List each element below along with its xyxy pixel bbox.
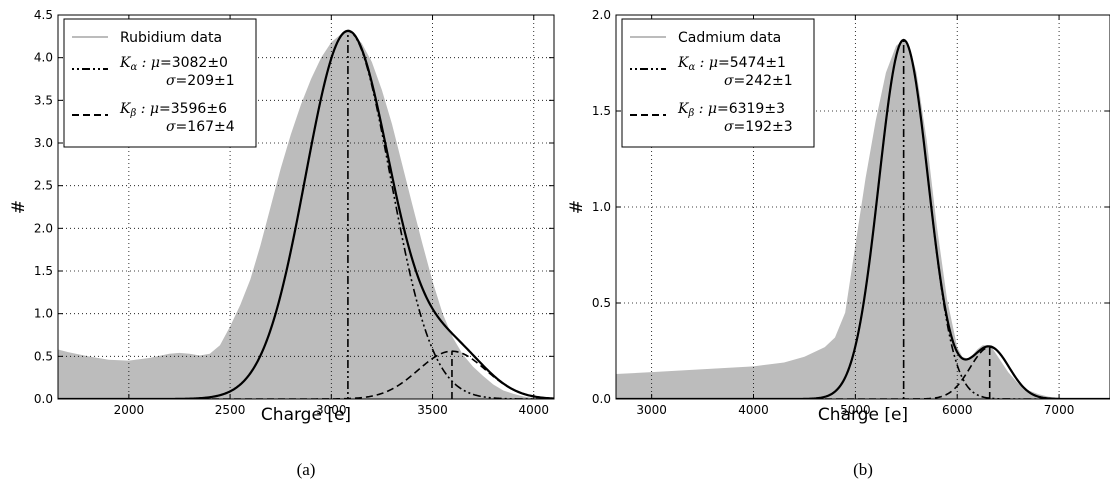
legend-K_beta-mu: Kβ : μ=6319±3	[677, 101, 785, 119]
x-tick-label: 7000	[1044, 403, 1075, 417]
panel-caption: (b)	[853, 460, 873, 479]
y-tick-label: 4.0	[34, 51, 53, 65]
data-area	[616, 39, 1110, 399]
legend-K_alpha-mu: Kα : μ=5474±1	[677, 55, 786, 73]
x-tick-label: 3000	[316, 403, 347, 417]
x-tick-label: 6000	[942, 403, 973, 417]
axes-frame	[57, 14, 555, 400]
total-fit-curve	[616, 38, 1110, 399]
legend-data-label: Cadmium data	[678, 30, 781, 46]
y-tick-label: 1.0	[592, 200, 611, 214]
x-tick-label: 3000	[636, 403, 667, 417]
y-tick-label: 2.5	[34, 179, 53, 193]
legend-data-label: Rubidium data	[120, 30, 222, 46]
legend-K_beta-mu: Kβ : μ=3596±6	[119, 101, 227, 119]
y-tick-label: 1.5	[34, 264, 53, 278]
y-tick-label: 2.0	[34, 221, 53, 235]
y-tick-label: 3.0	[34, 136, 53, 150]
y-tick-label: 4.5	[34, 8, 53, 22]
x-tick-label: 3500	[417, 403, 448, 417]
x-tick-label: 2500	[215, 403, 246, 417]
legend-K_alpha-sigma: σ=209±1	[166, 73, 235, 89]
y-tick-label: 0.5	[34, 349, 53, 363]
y-axis-label: #	[567, 200, 587, 214]
legend-K_alpha-sigma: σ=242±1	[724, 73, 793, 89]
x-tick-label: 4000	[518, 403, 549, 417]
y-tick-label: 1.0	[34, 307, 53, 321]
total-fit-curve	[58, 29, 554, 399]
data-area	[58, 31, 554, 399]
y-tick-label: 1.5	[592, 104, 611, 118]
x-tick-label: 4000	[738, 403, 769, 417]
legend-box	[63, 18, 257, 148]
y-tick-label: 2.0	[592, 8, 611, 22]
y-tick-label: 0.0	[34, 392, 53, 406]
y-axis-label: #	[9, 200, 29, 214]
x-axis-label: Charge [e]	[261, 405, 351, 425]
panel-a: 2000 2500 3000 3500 4000 0.0 0.5 1.0 1.5 2.0 2.5 3.…	[9, 8, 555, 479]
y-tick-label: 0.0	[592, 392, 611, 406]
legend-box	[621, 18, 815, 148]
x-tick-label: 2000	[114, 403, 145, 417]
legend-K_alpha-mu: Kα : μ=3082±0	[119, 55, 228, 73]
legend-K_beta-sigma: σ=192±3	[724, 119, 793, 135]
x-axis-label: Charge [e]	[818, 405, 908, 425]
panel-b: 3000 4000 5000 6000 7000 0.0 0.5 1.0 1.5 2.0 Charg…	[567, 8, 1110, 479]
legend-K_beta-sigma: σ=167±4	[166, 119, 235, 135]
x-tick-label: 5000	[840, 403, 871, 417]
panel-caption: (a)	[297, 460, 316, 479]
y-tick-label: 3.5	[34, 93, 53, 107]
y-tick-label: 0.5	[592, 296, 611, 310]
